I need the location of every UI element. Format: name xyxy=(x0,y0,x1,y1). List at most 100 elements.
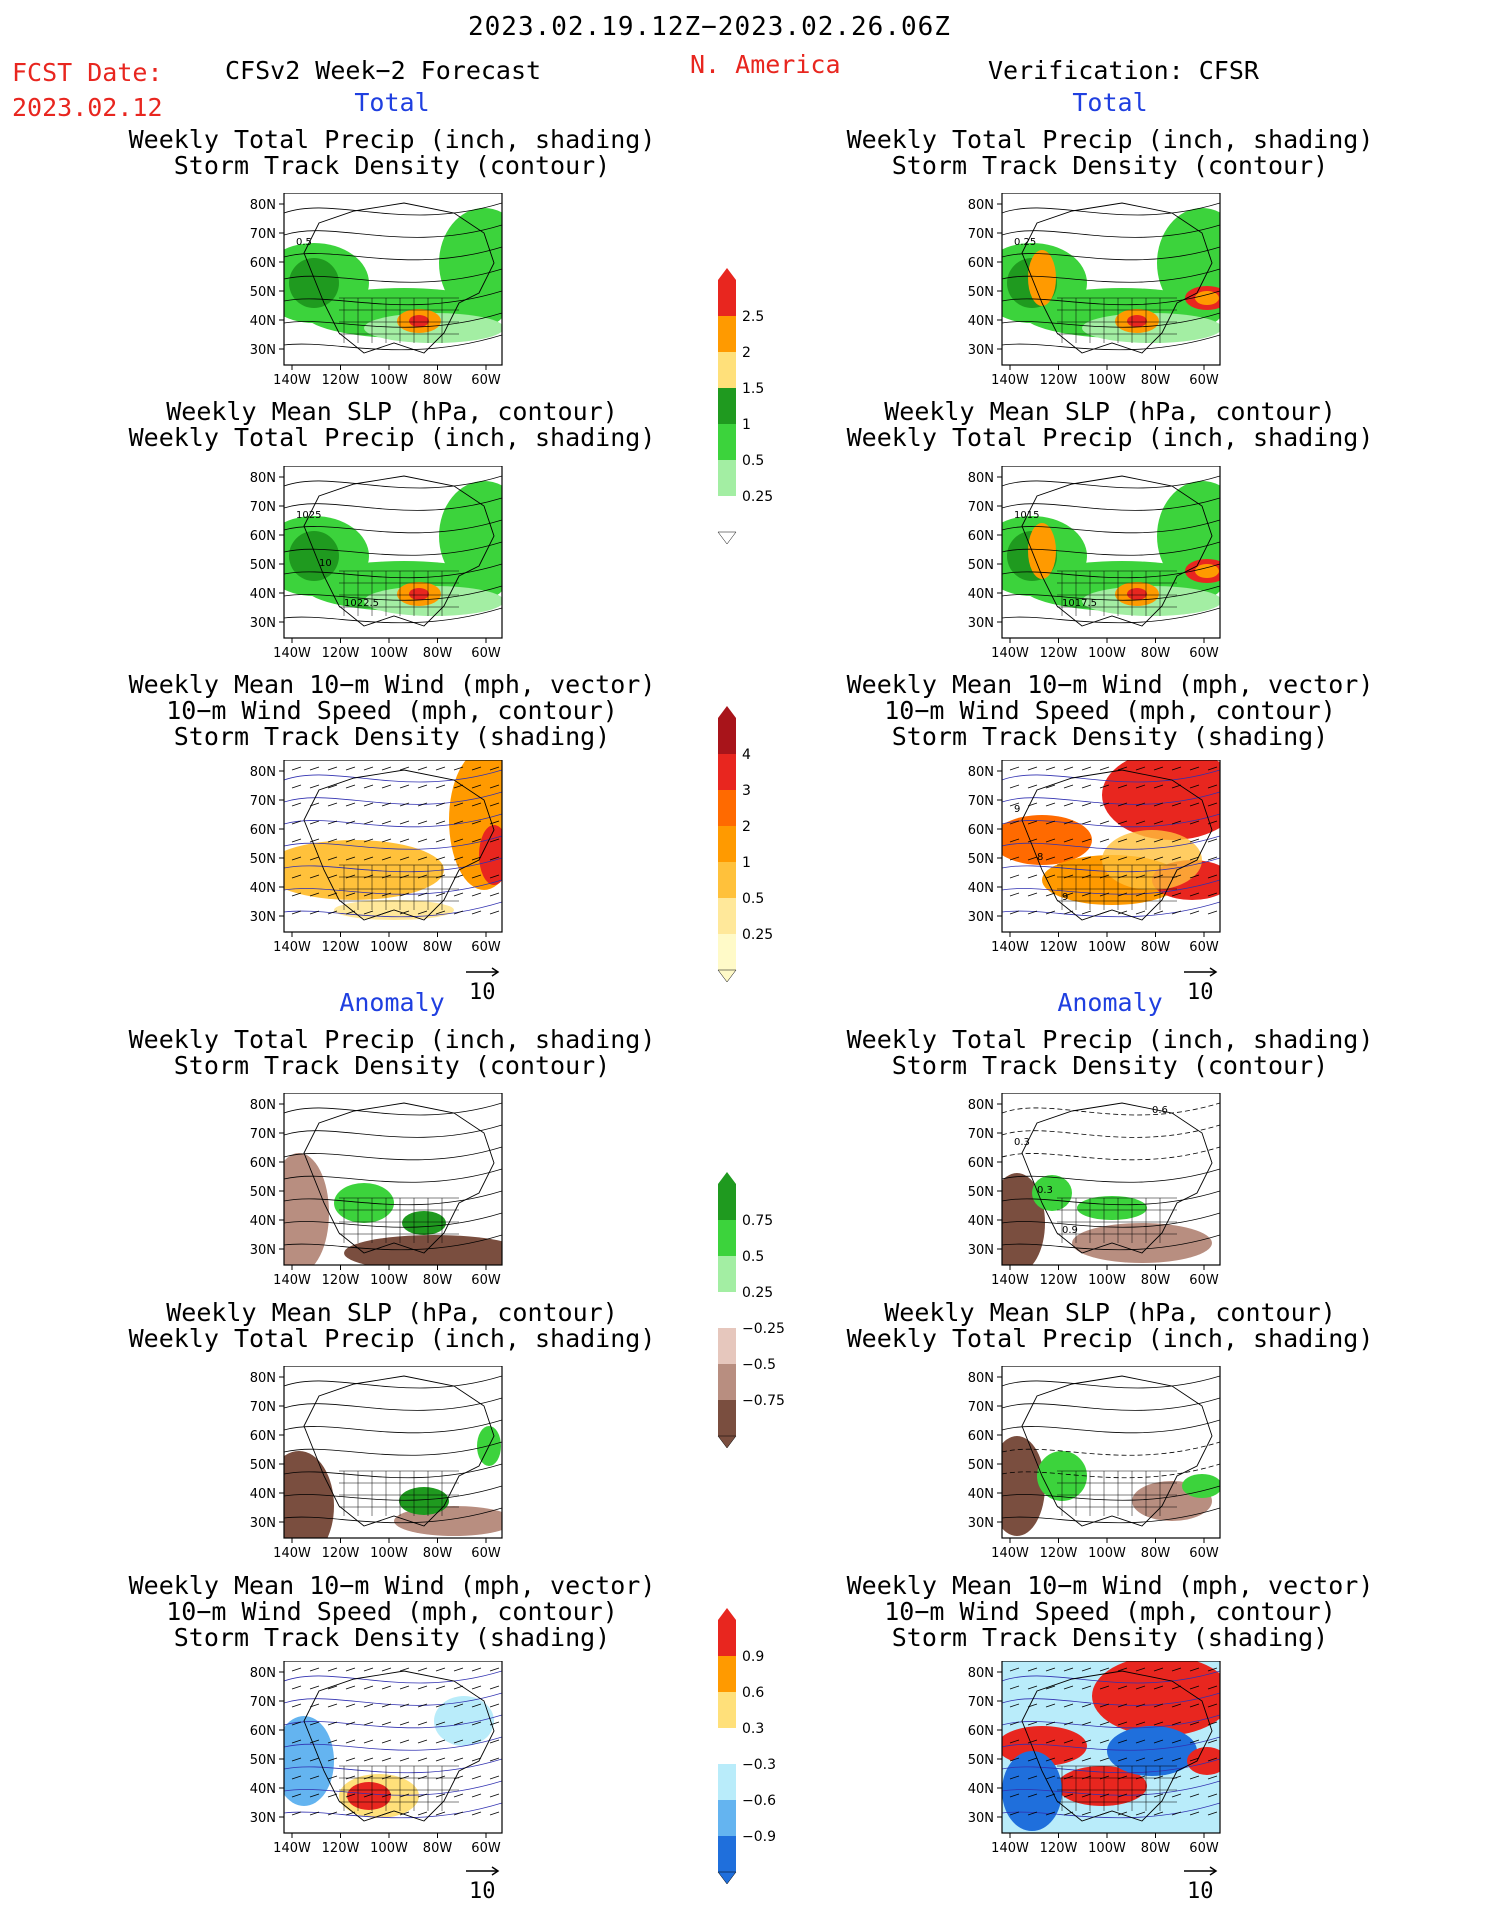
lat-label: 80N xyxy=(250,198,276,213)
wind-vector xyxy=(1063,820,1074,825)
lat-label: 40N xyxy=(250,881,276,896)
precip-shade xyxy=(1195,564,1219,578)
wind-vector xyxy=(1135,766,1146,771)
map-frame xyxy=(1001,760,1221,933)
wind-vector xyxy=(453,874,464,879)
wind-vector xyxy=(1189,820,1200,825)
track-anom-shade xyxy=(1002,1751,1062,1831)
wind-vector xyxy=(381,766,392,771)
wind-vector xyxy=(1045,1757,1056,1762)
lon-label: 140W xyxy=(991,646,1029,661)
map-frame xyxy=(1001,466,1221,639)
wind-vector xyxy=(381,1685,392,1690)
precip-shade xyxy=(409,315,429,327)
wind-vector xyxy=(489,1775,500,1780)
wind-vector xyxy=(1045,856,1056,861)
wind-vector xyxy=(1171,802,1182,807)
wind-vector xyxy=(1009,1667,1020,1672)
contour-line xyxy=(1002,1736,1220,1751)
wind-vector xyxy=(471,802,482,807)
colorbar-segment xyxy=(718,1728,736,1764)
wind-vector xyxy=(309,874,320,879)
wind-vector xyxy=(435,1775,446,1780)
wind-vector xyxy=(1063,874,1074,879)
lon-label: 120W xyxy=(1040,646,1078,661)
wind-vector xyxy=(453,784,464,789)
wind-vector xyxy=(1135,910,1146,915)
wind-vector xyxy=(1117,802,1128,807)
wind-vector xyxy=(309,784,320,789)
contour-line xyxy=(284,1168,502,1183)
lon-label: 60W xyxy=(1189,940,1219,955)
wind-vector xyxy=(327,1811,338,1816)
wind-vector xyxy=(417,1667,428,1672)
wind-vector xyxy=(435,1685,446,1690)
wind-vector xyxy=(1117,892,1128,897)
lon-label: 120W xyxy=(1040,373,1078,388)
lon-label: 60W xyxy=(1189,1546,1219,1561)
wind-vector xyxy=(489,820,500,825)
map-frame xyxy=(283,193,503,366)
wind-vector xyxy=(291,910,302,915)
wind-vector xyxy=(345,1775,356,1780)
lon-label: 100W xyxy=(1088,940,1126,955)
contour-line xyxy=(1002,1419,1220,1434)
wind-vector xyxy=(327,766,338,771)
wind-vector xyxy=(399,1667,410,1672)
wind-vector xyxy=(1135,874,1146,879)
contour-line xyxy=(1002,1212,1220,1228)
wind-vector xyxy=(1207,1739,1218,1744)
wind-vector xyxy=(1153,784,1164,789)
contour-line xyxy=(284,268,502,283)
wind-vector xyxy=(417,802,428,807)
wind-vector xyxy=(471,1811,482,1816)
lon-label: 60W xyxy=(471,1841,501,1856)
wind-vector xyxy=(381,1793,392,1798)
contour-line xyxy=(1002,497,1220,511)
wind-vector xyxy=(1171,838,1182,843)
wind-vector xyxy=(1153,1667,1164,1672)
wind-vector xyxy=(1135,1775,1146,1780)
lat-label: 60N xyxy=(250,1156,276,1171)
coastline xyxy=(303,1102,495,1254)
wind-vector xyxy=(309,820,320,825)
lat-label: 80N xyxy=(250,1098,276,1113)
wind-vector xyxy=(381,838,392,843)
wind-vector xyxy=(309,766,320,771)
wind-vector xyxy=(1063,766,1074,771)
wind-vector xyxy=(471,766,482,771)
wind-vector xyxy=(327,856,338,861)
wind-vector xyxy=(1135,1667,1146,1672)
colorbar-precip-anom: 0.75 0.5 0.25 −0.25 −0.5 −0.75 xyxy=(717,1172,785,1449)
track-anom-shade xyxy=(1187,1747,1220,1775)
wind-vector xyxy=(381,856,392,861)
wind-vector xyxy=(291,856,302,861)
wind-vector xyxy=(1063,910,1074,915)
wind-vector xyxy=(363,874,374,879)
wind-vector xyxy=(1081,1667,1092,1672)
wind-vector xyxy=(1117,856,1128,861)
precip-anom-shade xyxy=(284,1153,329,1265)
wind-vector xyxy=(471,1793,482,1798)
wind-vector xyxy=(363,1685,374,1690)
lon-label: 140W xyxy=(273,1273,311,1288)
track-anom-shade xyxy=(284,1716,334,1806)
wind-vector xyxy=(1099,1739,1110,1744)
lat-label: 50N xyxy=(968,285,994,300)
wind-vector xyxy=(363,1739,374,1744)
wind-vector xyxy=(1117,1721,1128,1726)
lat-label: 40N xyxy=(250,587,276,602)
lat-label: 70N xyxy=(250,1127,276,1142)
wind-vector xyxy=(291,784,302,789)
wind-vector xyxy=(435,856,446,861)
wind-vector xyxy=(399,1703,410,1708)
wind-vector xyxy=(435,1703,446,1708)
wind-vector xyxy=(399,892,410,897)
wind-vector xyxy=(1171,1775,1182,1780)
wind-vector xyxy=(381,802,392,807)
wind-vector xyxy=(417,1685,428,1690)
wind-vector xyxy=(381,1739,392,1744)
map-fcst-slp-anom: 80N 70N 60N 50N 40N 30N 140W 120W 100W 80W 60W xyxy=(250,1366,503,1561)
wind-vector xyxy=(489,766,500,771)
contour-line xyxy=(284,1212,502,1228)
